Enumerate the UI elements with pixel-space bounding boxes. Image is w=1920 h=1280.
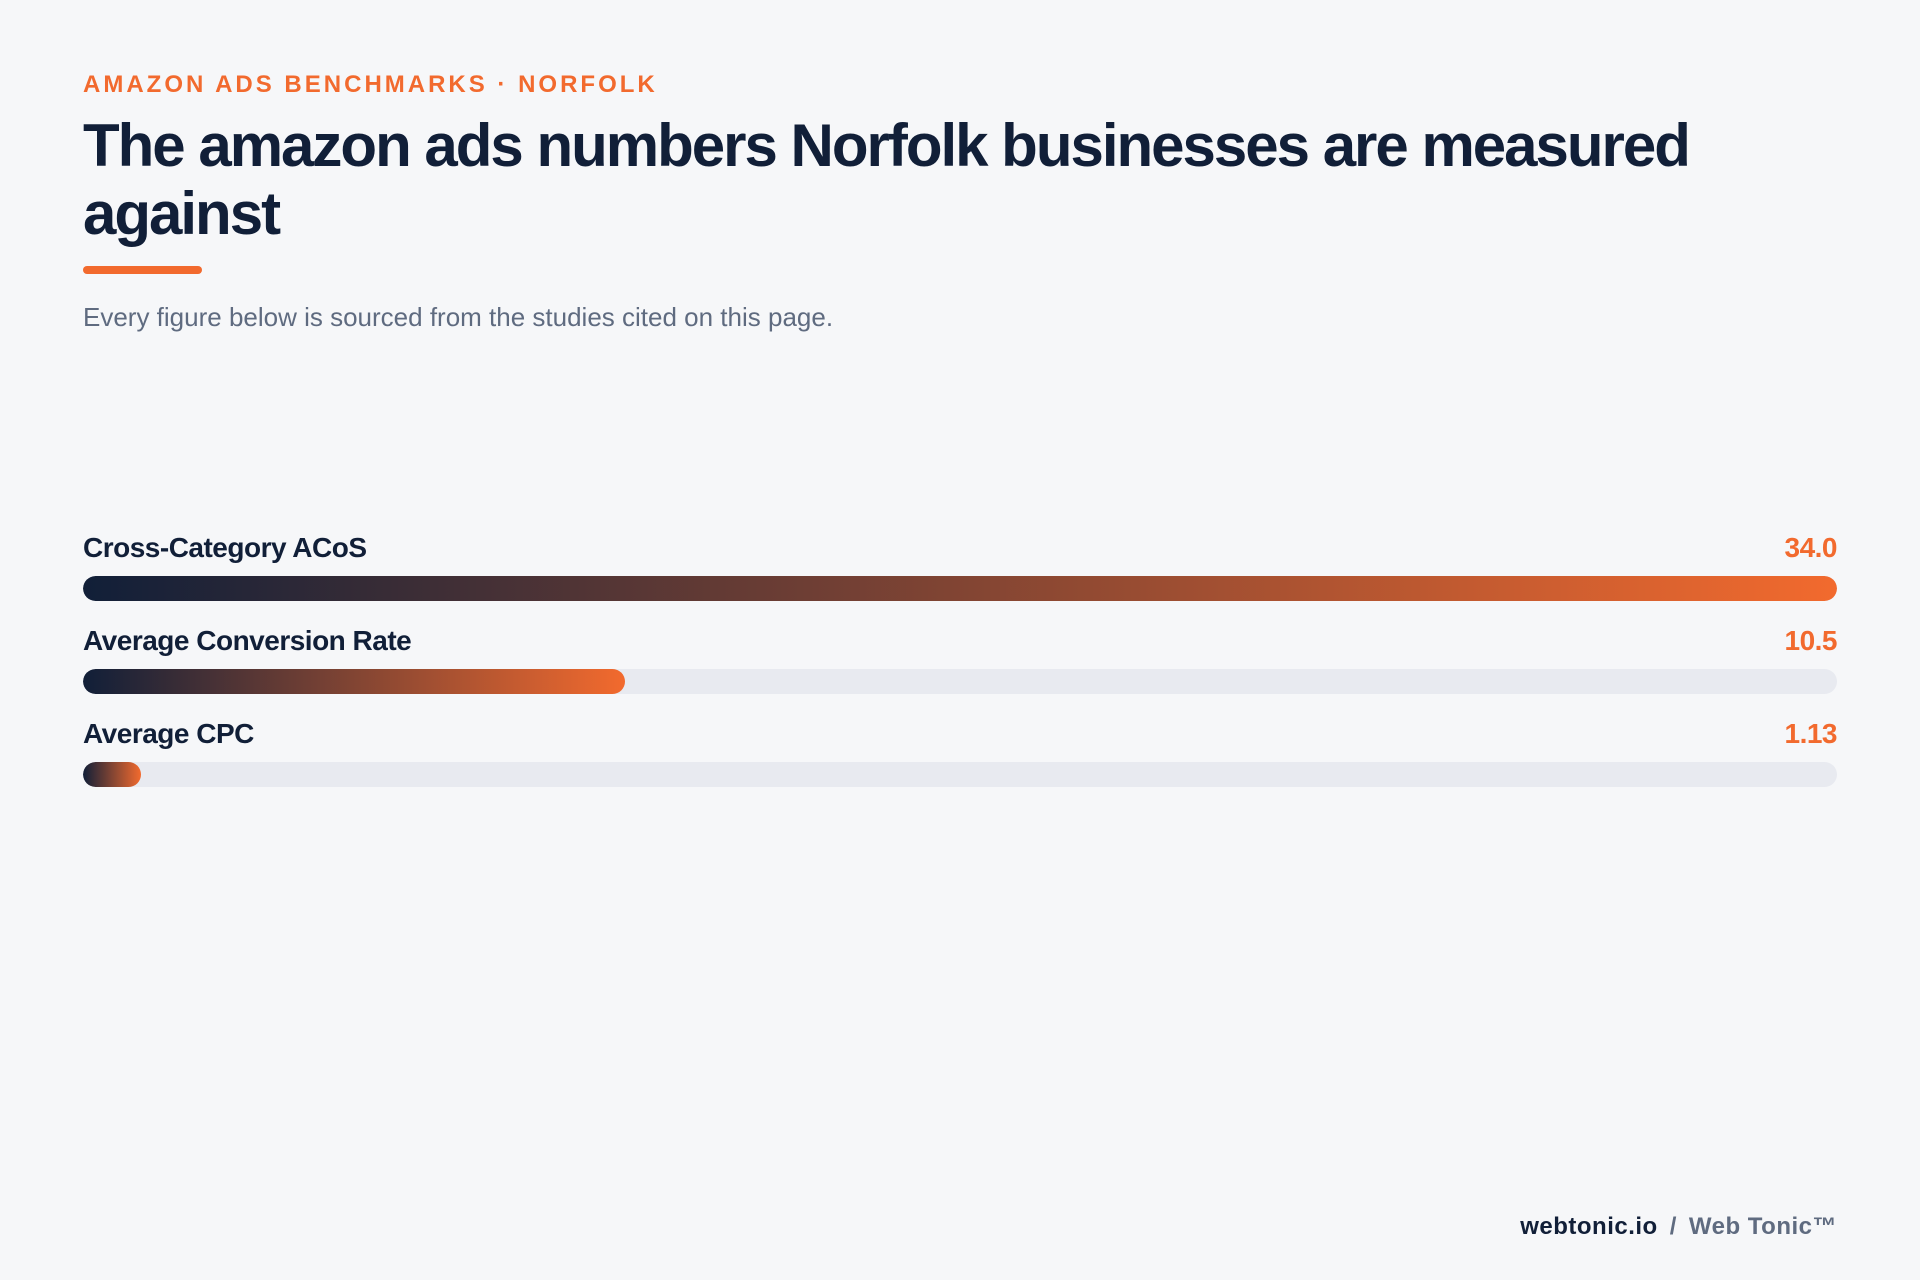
bar-label: Average CPC <box>83 718 254 749</box>
bar-fill <box>83 576 1837 601</box>
eyebrow: AMAZON ADS BENCHMARKS · NORFOLK <box>83 71 658 98</box>
bar-row: Average Conversion Rate 10.5 <box>83 623 1837 716</box>
bar-label: Cross-Category ACoS <box>83 532 367 563</box>
bar-row: Cross-Category ACoS 34.0 <box>83 530 1837 623</box>
title-underline <box>83 266 202 274</box>
bar-value-label: 34.0 <box>1784 532 1838 563</box>
bar-value-label: 1.13 <box>1784 718 1838 749</box>
bar-row: Average CPC 1.13 <box>83 716 1837 809</box>
footer-domain: webtonic.io <box>1520 1213 1658 1240</box>
bar-label: Average Conversion Rate <box>83 625 412 656</box>
bar-value-label: 10.5 <box>1784 625 1838 656</box>
bar-fill <box>83 762 141 787</box>
bar-track <box>83 762 1837 787</box>
bar-track <box>83 669 1837 694</box>
footer-brand: Web Tonic™ <box>1688 1213 1837 1240</box>
page-title: The amazon ads numbers Norfolk businesse… <box>83 112 1691 247</box>
bar-chart: Cross-Category ACoS 34.0 Average Conversio… <box>83 530 1837 809</box>
footer-separator: / <box>1669 1213 1677 1240</box>
bar-track <box>83 576 1837 601</box>
subtitle: Every figure below is sourced from the s… <box>83 302 834 332</box>
bar-fill <box>83 669 625 694</box>
footer: webtonic.io / Web Tonic™ <box>1520 1213 1837 1241</box>
